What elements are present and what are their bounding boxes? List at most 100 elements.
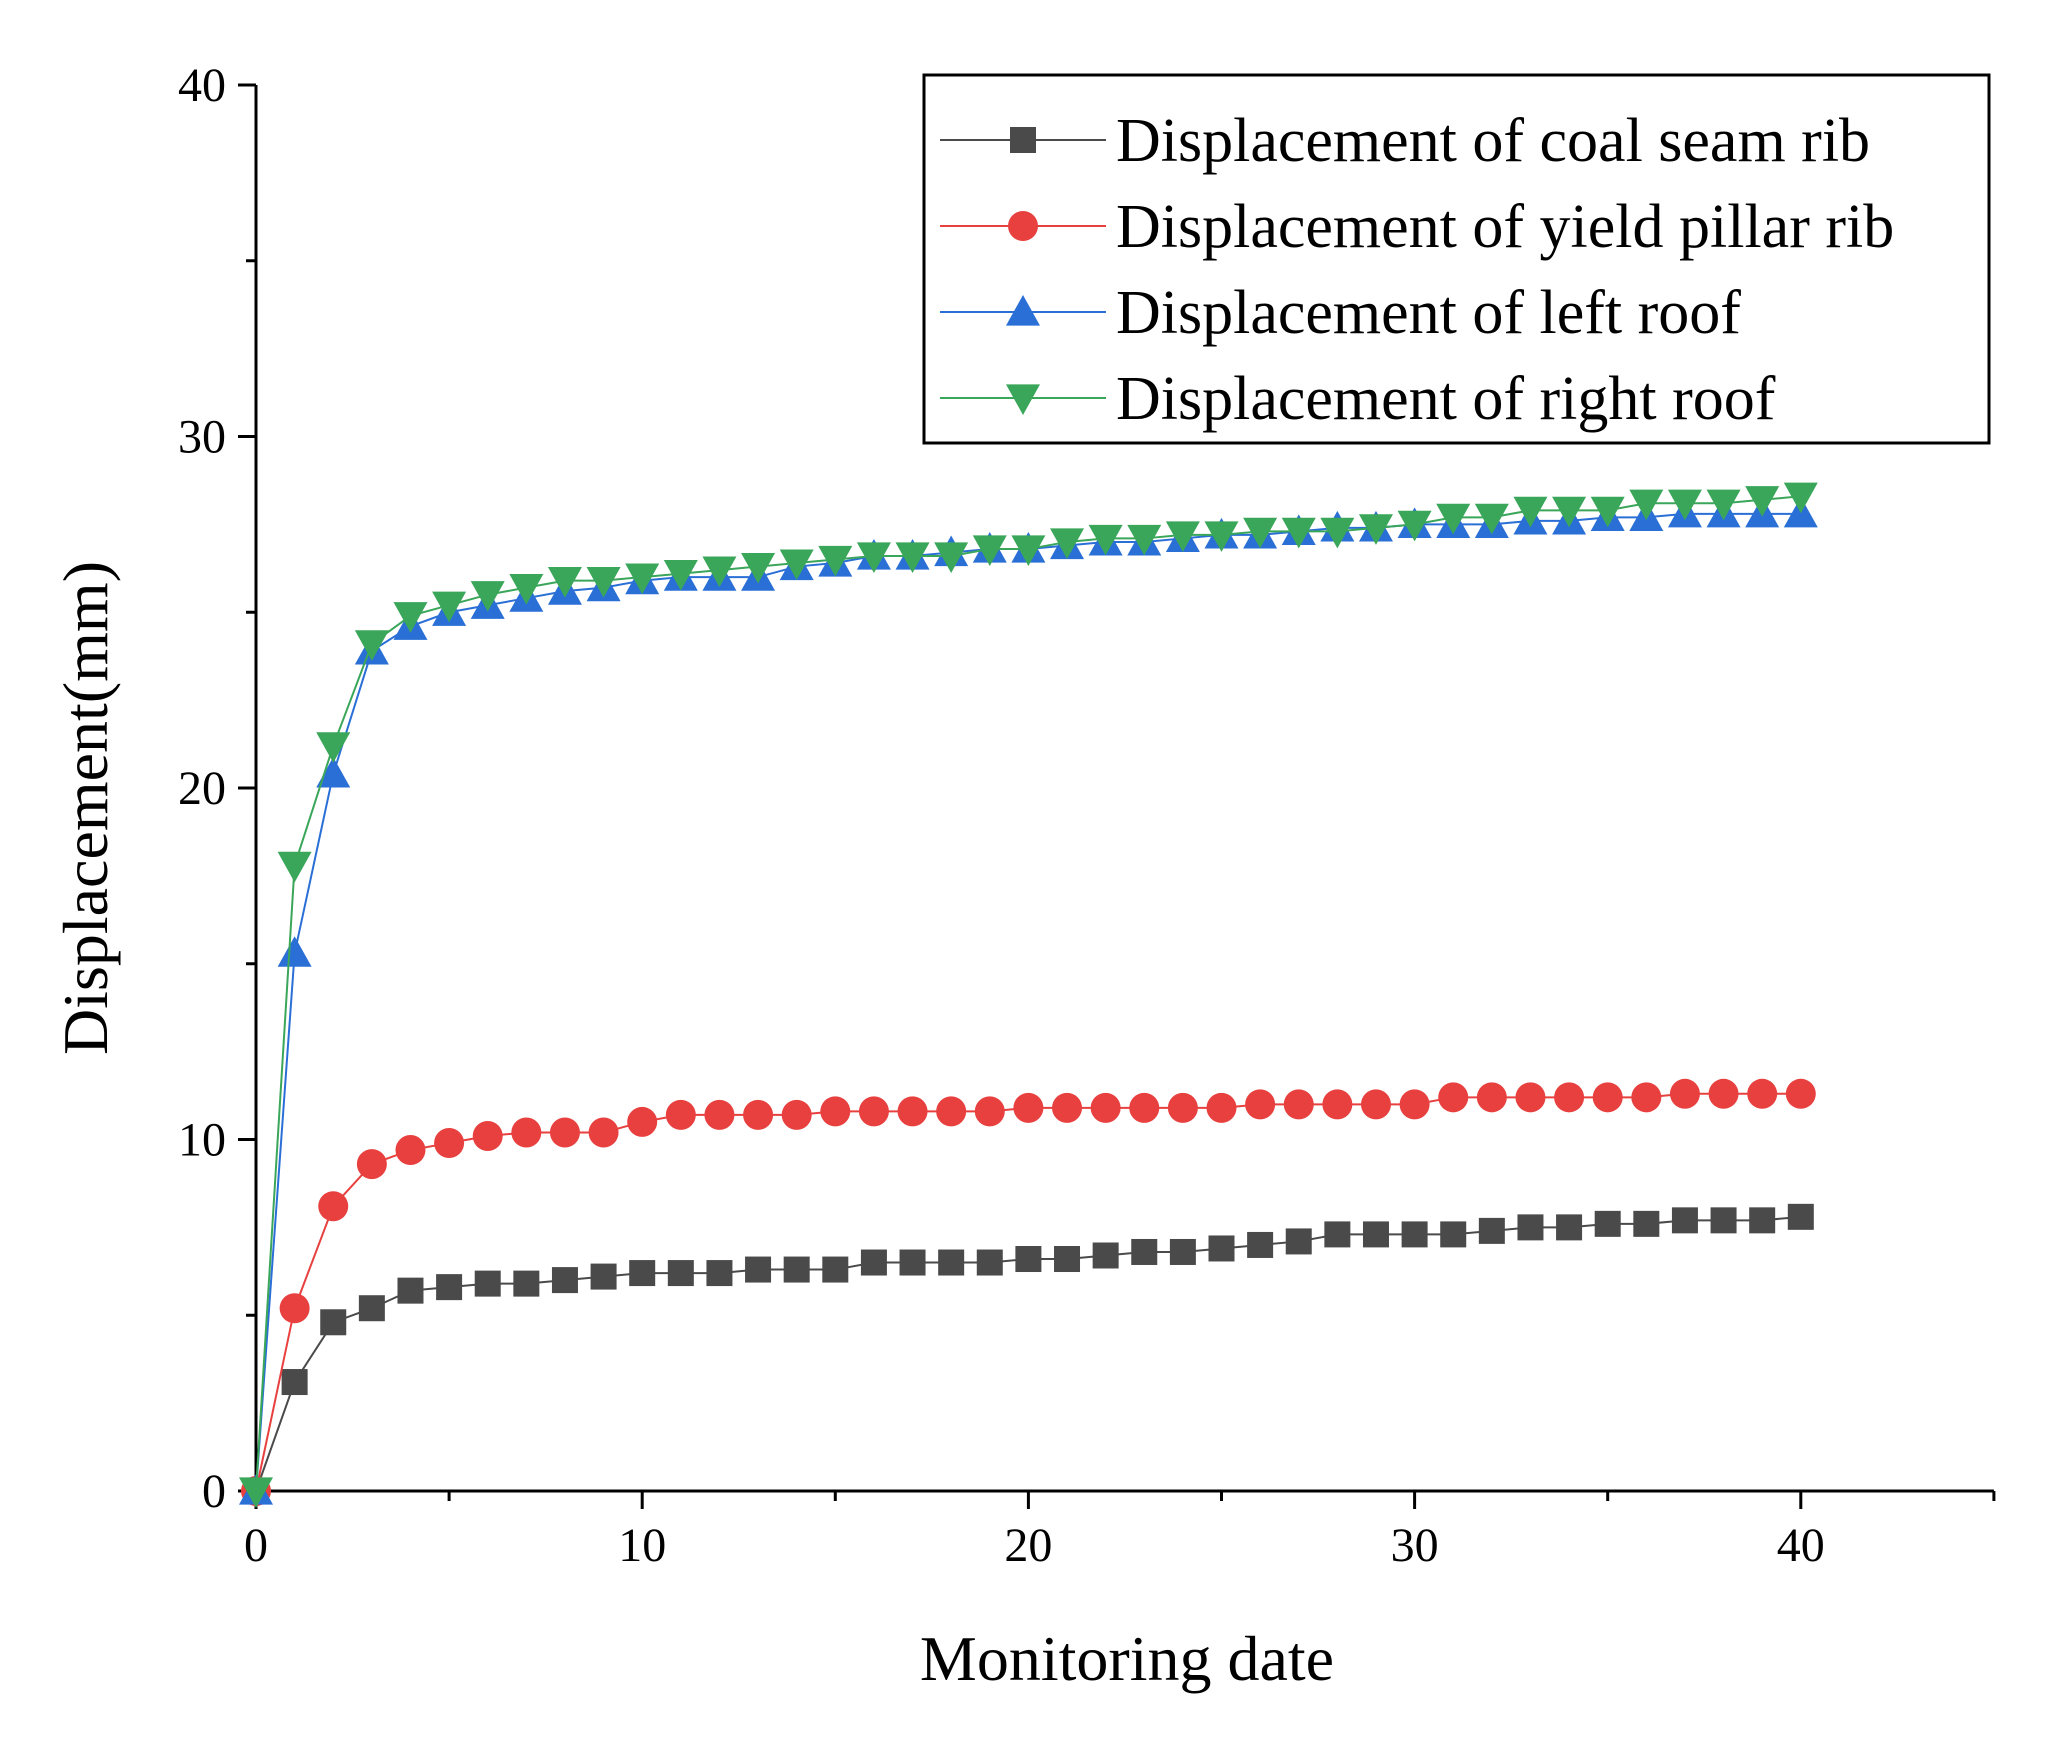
data-point [936, 1096, 967, 1127]
data-point [358, 1295, 385, 1322]
data-point [1206, 1092, 1237, 1123]
data-point [549, 1117, 580, 1148]
series-line [255, 495, 1801, 1492]
data-point [1438, 1082, 1469, 1113]
data-point [1401, 1221, 1428, 1248]
data-point [1245, 1089, 1276, 1120]
data-point [1165, 521, 1200, 552]
data-point [629, 1260, 656, 1287]
legend-marker [1006, 295, 1040, 326]
data-point [1513, 496, 1548, 528]
legend: Displacement of coal seam rib Displacemen… [922, 73, 1991, 445]
data-point [1358, 514, 1393, 545]
data-point [822, 1256, 849, 1283]
data-point [1092, 1242, 1119, 1269]
legend-item: Displacement of coal seam rib [940, 107, 1870, 175]
data-point [316, 732, 351, 763]
data-point [899, 1249, 926, 1276]
data-point [1247, 1231, 1274, 1258]
data-point [1167, 1092, 1198, 1123]
data-point [472, 1120, 503, 1151]
data-point [860, 1249, 887, 1276]
data-point [1590, 496, 1625, 528]
data-point [1554, 1082, 1585, 1113]
legend-label: Displacement of yield pillar rib [1116, 193, 1894, 261]
data-point [1129, 1092, 1160, 1123]
data-point [1749, 1207, 1776, 1234]
data-point [356, 1149, 387, 1180]
data-point [818, 545, 853, 577]
data-point [393, 602, 428, 633]
data-point [974, 1096, 1005, 1127]
x-axis-title: Monitoring date [920, 1623, 1334, 1694]
data-point [625, 563, 660, 595]
data-point [1283, 1089, 1314, 1120]
data-point [1629, 489, 1664, 521]
data-point [1054, 1246, 1081, 1273]
data-point [1594, 1210, 1621, 1237]
data-point [1474, 503, 1509, 535]
x-tick-label: 30 [1391, 1519, 1439, 1572]
data-point [1710, 1207, 1737, 1234]
data-point [1052, 1092, 1083, 1123]
data-point [590, 1263, 617, 1290]
data-point [354, 630, 389, 661]
data-point [1399, 1089, 1430, 1120]
data-point [665, 1099, 696, 1130]
x-tick-label: 20 [1004, 1519, 1052, 1572]
legend-label: Displacement of coal seam rib [1116, 107, 1870, 175]
data-point [704, 1099, 735, 1130]
data-point [1478, 1217, 1505, 1244]
data-point [1476, 1082, 1507, 1113]
data-point [511, 1117, 542, 1148]
series-2 [241, 1078, 1816, 1506]
data-point [1131, 1238, 1158, 1265]
data-point [783, 1256, 810, 1283]
data-point [1360, 1089, 1391, 1120]
data-point [1436, 503, 1471, 535]
data-point [320, 1309, 347, 1336]
data-point [1362, 1221, 1389, 1248]
data-point [702, 556, 737, 588]
legend-label: Displacement of right roof [1116, 365, 1776, 433]
series-4 [239, 482, 1818, 1508]
data-point [934, 542, 969, 574]
y-tick-label: 10 [178, 1114, 226, 1167]
data-point [1440, 1221, 1467, 1248]
data-point [586, 567, 621, 598]
data-point [1671, 1207, 1698, 1234]
data-point [1204, 521, 1239, 552]
legend-item: Displacement of left roof [940, 279, 1741, 347]
legend-items: Displacement of coal seam rib Displacemen… [940, 107, 1894, 433]
data-point [1669, 1078, 1700, 1109]
data-point [316, 756, 351, 788]
data-point [1169, 1238, 1196, 1265]
data-point [588, 1117, 619, 1148]
data-point [1745, 486, 1780, 517]
data-point [470, 581, 505, 612]
data-point [1324, 1221, 1351, 1248]
data-point [1281, 517, 1316, 549]
data-point [1322, 1089, 1353, 1120]
legend-item: Displacement of yield pillar rib [940, 193, 1894, 261]
data-point [897, 1096, 928, 1127]
data-point [627, 1106, 658, 1137]
data-point [1706, 489, 1741, 521]
legend-marker [1006, 384, 1040, 415]
legend-label: Displacement of left roof [1116, 279, 1741, 347]
series-line [255, 512, 1801, 1492]
data-point [277, 936, 312, 967]
x-tick-label: 10 [618, 1519, 666, 1572]
data-point [1090, 1092, 1121, 1123]
series-3 [239, 496, 1818, 1505]
data-point [1552, 496, 1587, 528]
x-tick-label: 0 [244, 1519, 268, 1572]
data-point [1787, 1203, 1814, 1230]
legend-marker [1008, 211, 1038, 241]
data-point [667, 1260, 694, 1287]
data-point [509, 574, 544, 605]
data-point [1127, 524, 1162, 556]
data-point [1285, 1228, 1312, 1255]
data-point [1517, 1214, 1544, 1241]
